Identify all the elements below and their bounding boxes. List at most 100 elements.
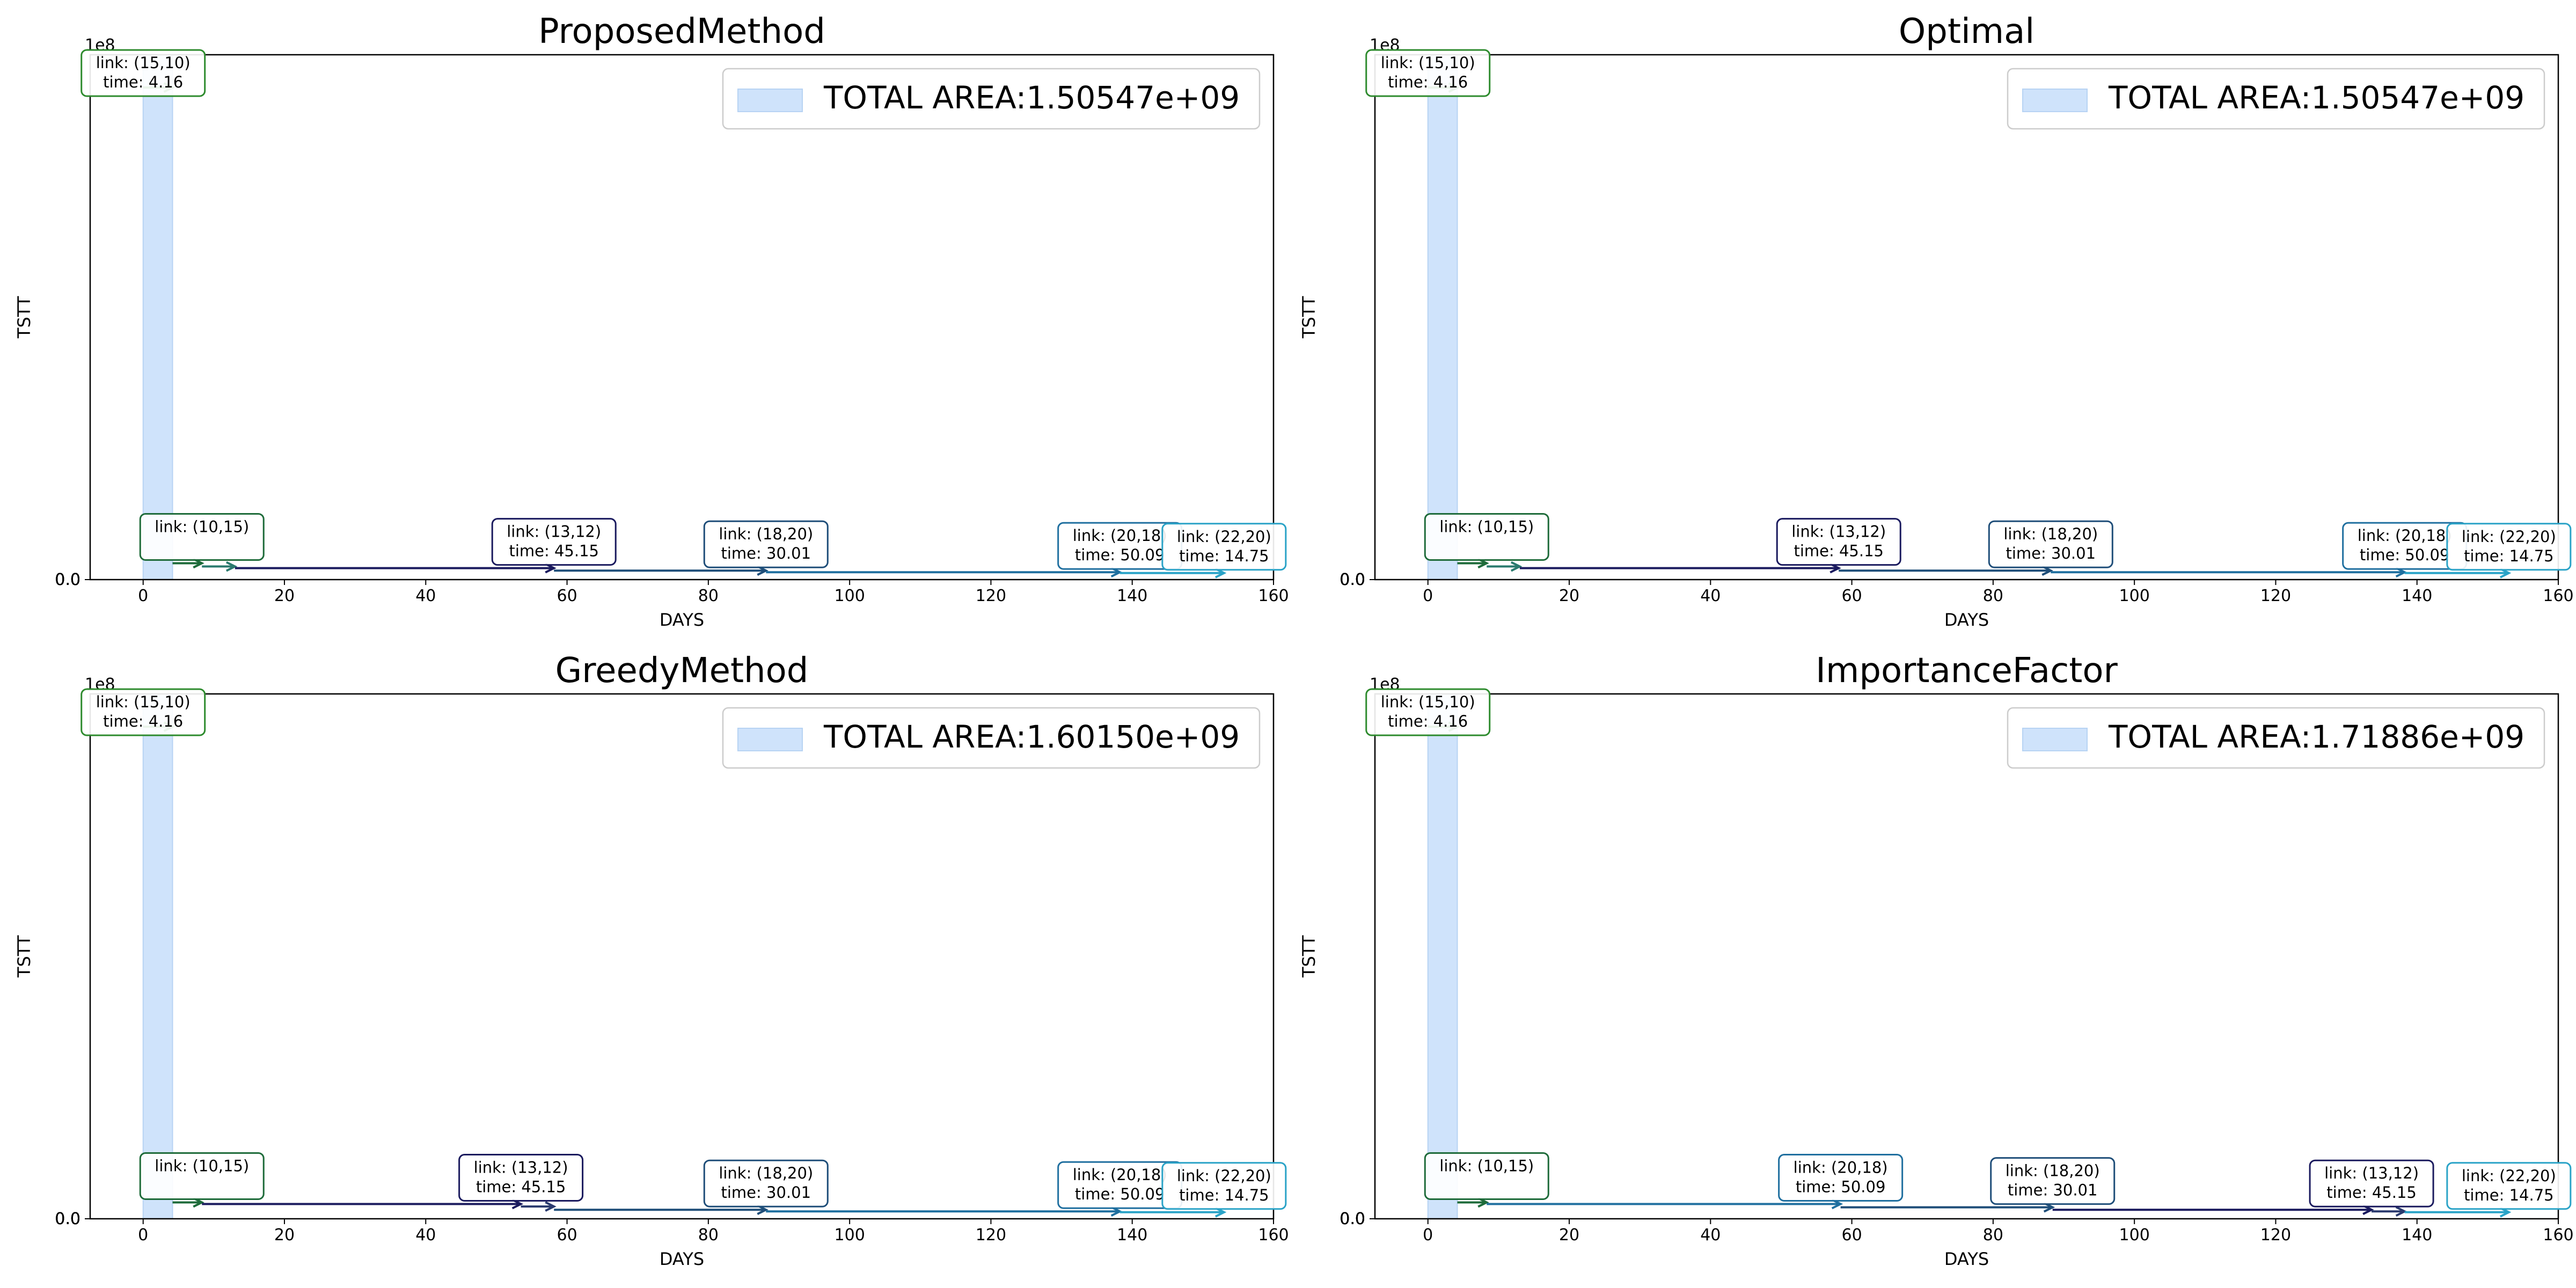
annotation-link-value: (22,20) (1214, 1167, 1271, 1185)
annotation-link-value: (20,18) (1110, 526, 1167, 545)
annotation-box (80, 688, 206, 736)
y-axis-label: TSTT (1299, 935, 1319, 978)
y-tick-label-3: 0.0 (55, 570, 80, 589)
annotation-box (1778, 1153, 1904, 1202)
shaded-area (1427, 694, 1458, 1219)
y-tick-label-3: 0.0 (1340, 1210, 1365, 1228)
annotation-box (2309, 1159, 2434, 1208)
annotation-time-value: 4.16 (1433, 73, 1468, 91)
annotation-box (1776, 518, 1901, 566)
annotation-time-value: 50.09 (1120, 1185, 1165, 1203)
chart-panel-optimal: 0 20 40 60 80 100 120 140 1600.00.00.00.00.00.01… (1299, 12, 2574, 630)
legend-label: TOTAL AREA:1.60150e+09 (823, 719, 1240, 755)
annotation-link-value: (15,10) (1418, 54, 1475, 72)
annotation-time: time: 45.15 (509, 542, 599, 560)
shaded-area (142, 694, 173, 1219)
x-axis-label: DAYS (660, 1249, 704, 1269)
y-tick-label-5: 0.0 (55, 1210, 80, 1228)
annotation-box (80, 49, 206, 97)
y-tick-label-3: 0.0 (1340, 570, 1365, 589)
annotation-link: link: (20,18) (1794, 1158, 1888, 1176)
chart-title: ImportanceFactor (1816, 651, 2118, 691)
annotation-time: time: 4.16 (103, 712, 183, 730)
annotation-link: link: (13,12) (507, 523, 601, 541)
legend-swatch (2022, 728, 2088, 751)
y-axis-label: TSTT (14, 296, 34, 339)
step-annotation-1: link: (10,15) (1424, 513, 1549, 561)
annotation-time-prefix: time: (103, 73, 149, 91)
step-annotation-2: link: (20,18)time: 50.09 (1778, 1153, 1904, 1202)
annotation-time-prefix: time: (2326, 1183, 2372, 1202)
annotation-link: link: (20,18) (1073, 1166, 1167, 1184)
step-annotation-6: link: (22,20)time: 14.75 (2446, 1162, 2572, 1210)
y-tick-label-2: 0.0 (55, 1210, 80, 1228)
x-tick-label-0: 0 (1423, 587, 1433, 605)
annotation-link-prefix: link: (2462, 528, 2499, 546)
annotation-time-prefix: time: (1179, 547, 1225, 565)
annotation-time-value: 4.16 (1433, 712, 1468, 730)
y-axis-label: TSTT (14, 935, 34, 978)
annotation-time: time: 30.01 (721, 544, 811, 562)
plot-area (142, 55, 1227, 580)
x-tick-label-1: 20 (1559, 587, 1579, 605)
x-tick-label-4: 80 (1983, 587, 2003, 605)
annotation-link-prefix: link: (1439, 517, 1477, 536)
annotation-link-value: (10,15) (1477, 517, 1534, 536)
step-annotation-4: link: (18,20)time: 30.01 (703, 1159, 829, 1208)
annotation-time: time: 50.09 (1075, 546, 1165, 564)
x-tick-label-2: 40 (1700, 587, 1721, 605)
annotation-time-prefix: time: (1794, 542, 1839, 560)
x-tick-label-2: 40 (1700, 1226, 1721, 1245)
y-tick-label-2: 0.0 (1340, 570, 1365, 589)
y-tick-label-5: 0.0 (1340, 570, 1365, 589)
annotation-link-prefix: link: (96, 693, 134, 711)
x-tick-label-8: 160 (2543, 1226, 2573, 1245)
y-tick-label-0: 0.0 (1340, 570, 1365, 589)
annotation-link: link: (15,10) (96, 54, 191, 72)
annotation-time-prefix: time: (2006, 544, 2052, 562)
annotation-link-prefix: link: (2006, 1162, 2043, 1180)
x-tick-label-5: 100 (835, 587, 865, 605)
annotation-time-prefix: time: (2464, 1186, 2509, 1204)
annotation-link-prefix: link: (155, 1157, 192, 1175)
annotation-link: link: (22,20) (1177, 528, 1271, 546)
y-tick-label-4: 0.0 (55, 570, 80, 589)
annotation-time-value: 30.01 (766, 544, 811, 562)
x-axis-label: DAYS (660, 610, 704, 630)
x-tick-label-1: 20 (1559, 1226, 1579, 1245)
y-tick-label-4: 0.0 (1340, 570, 1365, 589)
annotation-link-prefix: link: (96, 54, 134, 72)
annotation-box (458, 1153, 584, 1202)
chart-title: GreedyMethod (555, 651, 809, 691)
legend-label: TOTAL AREA:1.50547e+09 (823, 79, 1240, 116)
annotation-link: link: (22,20) (1177, 1167, 1271, 1185)
step-annotation-1: link: (10,15) (139, 1152, 265, 1200)
annotation-link-value: (18,20) (757, 525, 814, 543)
annotation-box (1161, 523, 1287, 571)
x-tick-label-3: 60 (557, 1226, 577, 1245)
annotation-box (2446, 1162, 2572, 1210)
annotation-link: link: (10,15) (1439, 517, 1534, 536)
chart-panel-proposedmethod: 0 20 40 60 80 100 120 140 1600.00.00.00.00.00.01… (14, 12, 1289, 630)
x-axis-label: DAYS (1944, 610, 1989, 630)
annotation-link: link: (22,20) (2462, 1167, 2556, 1185)
annotation-link-prefix: link: (1791, 523, 1829, 541)
axes-frame (89, 54, 1275, 581)
annotation-time: time: 45.15 (1794, 542, 1884, 560)
chart-panel-importancefactor: 0 20 40 60 80 100 120 140 1600.00.00.00.00.00.01… (1299, 651, 2574, 1269)
legend-swatch (737, 89, 803, 112)
axes-frame (1374, 54, 2559, 581)
step-arrowhead-3 (545, 1201, 557, 1212)
annotation-box (703, 1159, 829, 1208)
annotation-time: time: 50.09 (2360, 546, 2450, 564)
axes-frame (1374, 693, 2559, 1220)
annotation-time-prefix: time: (1075, 546, 1121, 564)
annotation-time-value: 30.01 (766, 1183, 811, 1202)
y-tick-label-0: 0.0 (1340, 1210, 1365, 1228)
x-tick-label-4: 80 (1983, 1226, 2003, 1245)
annotation-link-prefix: link: (1073, 526, 1110, 545)
x-tick-label-3: 60 (1841, 1226, 1862, 1245)
annotation-time-prefix: time: (1388, 712, 1433, 730)
annotation-time-prefix: time: (2008, 1181, 2053, 1199)
annotation-link-value: (15,10) (134, 54, 191, 72)
